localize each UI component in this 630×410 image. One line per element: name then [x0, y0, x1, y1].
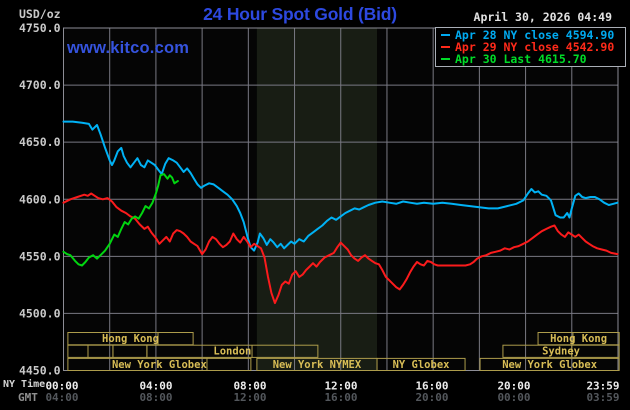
- x-tick-label-ny: 08:00: [233, 380, 266, 393]
- x-tick-label-ny: 23:59: [586, 380, 619, 393]
- x-tick-label-gmt: 20:00: [415, 391, 448, 404]
- y-tick-label: 4500.0: [19, 306, 61, 320]
- legend: Apr 28 NY close 4594.90 Apr 29 NY close …: [435, 27, 626, 67]
- series-line-1: [62, 192, 619, 305]
- x-tick-label-gmt: 00:00: [497, 391, 530, 404]
- y-tick-label: 4450.0: [19, 364, 61, 378]
- gmt-axis-label: GMT: [18, 391, 38, 404]
- x-tick-label-gmt: 08:00: [139, 391, 172, 404]
- apr30-line-swatch-icon: [441, 58, 450, 60]
- session-label: Hong Kong: [102, 333, 159, 345]
- x-tick-label-gmt: 16:00: [324, 391, 357, 404]
- session-box: [376, 357, 466, 371]
- ny-time-axis-label: NY Time: [3, 379, 46, 390]
- y-tick-label: 4600.0: [19, 192, 61, 206]
- session-label: New York NYMEX: [273, 359, 362, 371]
- x-tick-label-ny: 00:00: [45, 380, 78, 393]
- session-box: [146, 344, 319, 358]
- session-label: NY Globex: [393, 359, 451, 371]
- y-tick-label: 4700.0: [19, 78, 61, 92]
- session-label: Sydney: [542, 346, 581, 358]
- session-box: [479, 357, 620, 371]
- apr28-line-swatch-icon: [441, 34, 450, 36]
- x-tick-label-ny: 16:00: [415, 380, 448, 393]
- x-tick-label-gmt: 04:00: [45, 391, 78, 404]
- x-tick-label-gmt: 12:00: [233, 391, 266, 404]
- session-box: [67, 357, 252, 371]
- kitco-watermark: www.kitco.com: [67, 39, 190, 57]
- x-tick-label-ny: 20:00: [497, 380, 530, 393]
- session-box: [502, 344, 620, 358]
- session-label: Hong Kong: [550, 333, 607, 345]
- series-line-0: [62, 120, 619, 252]
- legend-label: Apr 28 NY close 4594.90: [455, 28, 615, 42]
- series-line-2: [62, 173, 179, 267]
- chart-datetime: April 30, 2026 04:49: [473, 10, 612, 24]
- legend-row-apr28: Apr 28 NY close 4594.90: [441, 29, 625, 41]
- x-tick-label-gmt: 03:59: [586, 391, 619, 404]
- y-tick-label: 4550.0: [19, 249, 61, 263]
- legend-row-apr29: Apr 29 NY close 4542.90: [441, 41, 625, 53]
- y-tick-label: 4750.0: [19, 21, 61, 35]
- session-label: London: [213, 346, 251, 358]
- session-label: New York Globex: [112, 359, 208, 371]
- chart-title: 24 Hour Spot Gold (Bid): [203, 4, 397, 24]
- legend-label: Apr 29 NY close 4542.90: [455, 40, 615, 54]
- session-label: New York Globex: [502, 359, 598, 371]
- y-tick-label: 4650.0: [19, 135, 61, 149]
- y-axis-units-label: USD/oz: [19, 7, 61, 21]
- apr29-line-swatch-icon: [441, 46, 450, 48]
- x-tick-label-ny: 12:00: [324, 380, 357, 393]
- legend-row-apr30: Apr 30 Last 4615.70: [441, 53, 625, 65]
- x-tick-label-ny: 04:00: [139, 380, 172, 393]
- legend-label: Apr 30 Last 4615.70: [455, 52, 587, 66]
